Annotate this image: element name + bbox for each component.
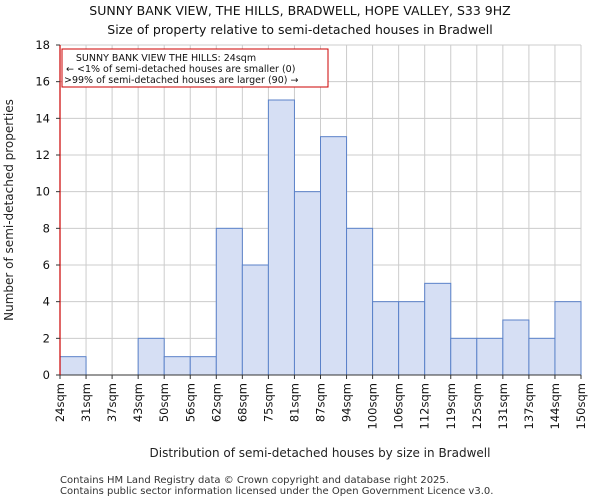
bar: [137, 337, 165, 376]
x-tick-label: 62sqm: [209, 383, 223, 422]
x-tick-label: 50sqm: [157, 383, 171, 422]
annotation-line-2: ← <1% of semi-detached houses are smalle…: [66, 64, 295, 75]
x-axis-label: Distribution of semi-detached houses by …: [150, 446, 491, 460]
bar: [424, 282, 452, 376]
bar: [320, 136, 348, 376]
x-tick-label: 150sqm: [574, 383, 588, 429]
bar: [189, 356, 217, 376]
x-tick-label: 144sqm: [548, 383, 562, 429]
bar: [554, 301, 582, 376]
x-tick-label: 37sqm: [105, 383, 119, 422]
y-tick-label: 10: [35, 185, 50, 199]
bar: [450, 337, 478, 376]
y-tick-label: 0: [43, 368, 50, 382]
bar: [267, 99, 295, 376]
x-tick-label: 131sqm: [496, 383, 510, 429]
x-tick-label: 106sqm: [392, 383, 406, 429]
y-tick-label: 18: [35, 38, 50, 52]
x-tick-label: 87sqm: [314, 383, 328, 422]
x-tick-label: 119sqm: [444, 383, 458, 429]
annotation-line-1: SUNNY BANK VIEW THE HILLS: 24sqm: [76, 53, 256, 64]
x-tick-label: 24sqm: [53, 383, 67, 422]
footer-line-1: Contains HM Land Registry data © Crown c…: [60, 475, 449, 486]
x-tick-label: 94sqm: [340, 383, 354, 422]
bar: [372, 301, 400, 376]
x-tick-label: 31sqm: [79, 383, 93, 422]
bar: [476, 337, 504, 376]
y-tick-label: 8: [43, 221, 50, 235]
bar: [528, 337, 556, 376]
x-tick-label: 81sqm: [287, 383, 301, 422]
x-tick-label: 68sqm: [235, 383, 249, 422]
annotation-box: [61, 48, 329, 88]
bar: [398, 301, 426, 376]
annotation: SUNNY BANK VIEW THE HILLS: 24sqm ← <1% o…: [61, 48, 329, 88]
y-tick-label: 4: [43, 295, 50, 309]
x-tick-labels: 24sqm 31sqm 37sqm 43sqm 50sqm 56sqm 62sqm 68sqm…: [53, 375, 588, 429]
x-tick-label: 125sqm: [470, 383, 484, 429]
bar: [502, 319, 530, 376]
annotation-line-3: >99% of semi-detached houses are larger …: [64, 75, 298, 86]
bar: [163, 356, 191, 376]
x-tick-label: 112sqm: [418, 383, 432, 429]
footer-line-2: Contains public sector information licen…: [60, 486, 493, 497]
x-tick-label: 100sqm: [366, 383, 380, 429]
bars: [59, 99, 582, 376]
y-tick-label: 6: [43, 258, 50, 272]
x-tick-label: 75sqm: [261, 383, 275, 422]
y-tick-label: 2: [43, 331, 50, 345]
x-tick-label: 137sqm: [522, 383, 536, 429]
bar: [346, 227, 374, 376]
y-axis-label: Number of semi-detached properties: [2, 99, 16, 321]
x-tick-label: 56sqm: [183, 383, 197, 422]
bar: [293, 191, 322, 376]
bar: [59, 356, 87, 376]
x-tick-label: 43sqm: [131, 383, 145, 422]
bar: [241, 264, 269, 376]
bar: [215, 227, 243, 376]
y-tick-label: 16: [35, 75, 50, 89]
y-tick-labels: 0 2 4 6 8 10 12 14 16 18: [35, 38, 60, 382]
y-tick-label: 14: [35, 111, 50, 125]
y-tick-label: 12: [35, 148, 50, 162]
chart-subtitle: Size of property relative to semi-detach…: [107, 22, 492, 37]
chart-title: SUNNY BANK VIEW, THE HILLS, BRADWELL, HO…: [89, 3, 510, 18]
